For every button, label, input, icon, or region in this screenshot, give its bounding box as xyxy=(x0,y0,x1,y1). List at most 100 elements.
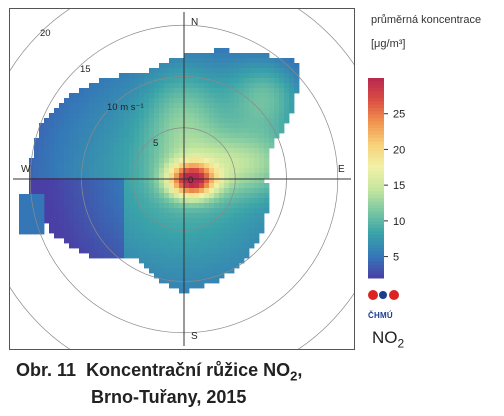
heat-cell xyxy=(119,123,125,129)
heat-cell xyxy=(64,128,70,134)
heat-cell xyxy=(184,288,190,294)
heat-cell xyxy=(279,103,285,109)
heat-cell xyxy=(174,88,180,94)
heat-cell xyxy=(224,188,230,194)
heat-cell xyxy=(129,223,135,229)
heat-cell xyxy=(69,188,75,194)
heat-cell xyxy=(129,213,135,219)
heat-cell xyxy=(129,168,135,174)
heat-cell xyxy=(84,93,90,99)
heat-cell xyxy=(104,103,110,109)
heat-cell xyxy=(234,203,240,209)
heat-cell xyxy=(279,63,285,69)
heat-cell xyxy=(114,223,120,229)
heat-cell xyxy=(169,103,175,109)
heat-cell xyxy=(209,243,215,249)
colorbar-step xyxy=(368,208,384,212)
heat-cell xyxy=(169,273,175,279)
heat-cell xyxy=(194,188,200,194)
heat-cell xyxy=(114,138,120,144)
heat-cell xyxy=(219,58,225,64)
heat-cell xyxy=(69,148,75,154)
heat-cell xyxy=(259,158,265,164)
heat-cell xyxy=(119,253,125,259)
heat-cell xyxy=(74,203,80,209)
heat-cell xyxy=(119,228,125,234)
heat-cell xyxy=(199,143,205,149)
heat-cell xyxy=(99,218,105,224)
heat-cell xyxy=(134,203,140,209)
colorbar-step xyxy=(368,128,384,132)
heat-cell xyxy=(249,113,255,119)
heat-cell xyxy=(179,188,185,194)
heat-cell xyxy=(209,238,215,244)
heat-cell xyxy=(224,168,230,174)
heat-cell xyxy=(44,183,50,189)
logo-dot-red-right xyxy=(389,290,399,300)
heat-cell xyxy=(244,108,250,114)
heat-cell xyxy=(59,228,65,234)
heat-cell xyxy=(234,193,240,199)
heat-cell xyxy=(204,88,210,94)
heat-cell xyxy=(214,233,220,239)
heat-cell xyxy=(189,153,195,159)
heat-cell xyxy=(219,213,225,219)
heat-cell xyxy=(54,113,60,119)
heat-cell xyxy=(184,68,190,74)
heat-cell xyxy=(199,123,205,129)
direction-label-s: S xyxy=(191,331,198,342)
heat-cell xyxy=(54,223,60,229)
heat-cell xyxy=(79,218,85,224)
heat-cell xyxy=(189,243,195,249)
heat-cell xyxy=(194,248,200,254)
heat-cell xyxy=(269,78,275,84)
heat-cell xyxy=(94,223,100,229)
heat-cell xyxy=(54,153,60,159)
heat-cell xyxy=(269,88,275,94)
heat-cell xyxy=(54,188,60,194)
heat-cell xyxy=(219,188,225,194)
heat-cell xyxy=(49,143,55,149)
heat-cell xyxy=(279,83,285,89)
heat-cell xyxy=(184,228,190,234)
heat-cell xyxy=(134,248,140,254)
heat-cell xyxy=(144,193,150,199)
heat-cell xyxy=(134,163,140,169)
heat-cell xyxy=(119,243,125,249)
heat-cell xyxy=(59,158,65,164)
colorbar-step xyxy=(368,81,384,86)
heat-cell xyxy=(244,143,250,149)
heat-cell xyxy=(179,243,185,249)
heat-cell xyxy=(94,153,100,159)
heat-cell xyxy=(274,118,280,124)
heat-cell xyxy=(59,148,65,154)
heat-cell xyxy=(54,123,60,129)
heat-cell xyxy=(199,223,205,229)
heat-cell xyxy=(214,223,220,229)
heat-cell xyxy=(199,208,205,214)
heat-cell xyxy=(149,198,155,204)
heat-cell xyxy=(144,168,150,174)
heat-cell xyxy=(194,98,200,104)
heat-cell xyxy=(289,68,295,74)
heat-cell xyxy=(189,108,195,114)
heat-cell xyxy=(109,133,115,139)
colorbar-step xyxy=(368,178,384,182)
heat-cell xyxy=(159,268,165,274)
heat-cell xyxy=(174,123,180,129)
heat-cell xyxy=(259,138,265,144)
heat-cell xyxy=(249,78,255,84)
heat-cell xyxy=(129,238,135,244)
heat-cell xyxy=(84,98,90,104)
heat-cell xyxy=(264,123,270,129)
heat-cell xyxy=(249,198,255,204)
heat-cell xyxy=(184,283,190,289)
heat-cell xyxy=(34,214,40,220)
heat-cell xyxy=(274,73,280,79)
heat-cell xyxy=(249,68,255,74)
heat-cell xyxy=(249,88,255,94)
heat-cell xyxy=(234,118,240,124)
heat-cell xyxy=(234,258,240,264)
heat-cell xyxy=(99,193,105,199)
heat-cell xyxy=(164,243,170,249)
